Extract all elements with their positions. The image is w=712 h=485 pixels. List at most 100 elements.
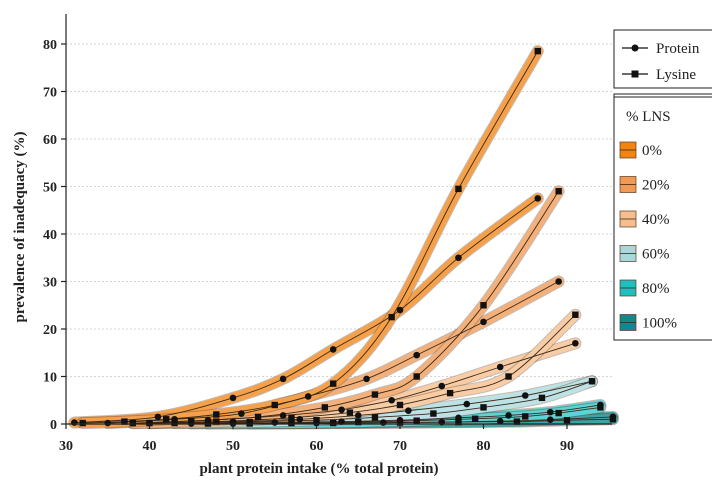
x-tick-label: 40 bbox=[143, 439, 157, 454]
lysine-point bbox=[288, 414, 295, 422]
lysine-point bbox=[480, 404, 487, 411]
protein-point bbox=[338, 418, 345, 425]
fill-legend-title: % LNS bbox=[626, 109, 671, 125]
lysine-point bbox=[563, 417, 571, 424]
protein-point bbox=[279, 375, 287, 383]
protein-point bbox=[363, 375, 370, 383]
tick-labels: 0 10 20 30 40 50 60 70 80 30 40 50 60 70 80 90 bbox=[43, 38, 574, 454]
lysine-point bbox=[597, 404, 604, 411]
x-tick-label: 30 bbox=[59, 439, 73, 454]
marker-legend-box bbox=[613, 29, 712, 89]
protein-point bbox=[496, 417, 504, 425]
protein-point bbox=[547, 416, 554, 424]
lysine-point bbox=[271, 401, 278, 409]
protein-point bbox=[154, 413, 162, 421]
lysine-point bbox=[534, 47, 541, 55]
protein-point bbox=[204, 416, 212, 424]
lysine-point bbox=[609, 416, 617, 423]
protein-point bbox=[388, 396, 395, 404]
y-tick-label: 50 bbox=[43, 181, 57, 196]
protein-point bbox=[480, 318, 487, 326]
lysine-point bbox=[129, 419, 136, 427]
legend-circle-marker bbox=[631, 44, 639, 52]
y-tick-label: 80 bbox=[43, 38, 57, 53]
lysine-point bbox=[388, 313, 395, 321]
x-tick-label: 80 bbox=[477, 439, 491, 454]
protein-point bbox=[413, 351, 421, 359]
legend-series-label: 60% bbox=[642, 247, 670, 263]
lysine-point bbox=[555, 188, 562, 195]
protein-point bbox=[354, 412, 362, 419]
protein-point bbox=[547, 408, 554, 416]
protein-point bbox=[438, 382, 446, 390]
lysine-point bbox=[171, 419, 178, 427]
protein-point bbox=[229, 394, 237, 402]
x-axis-title: plant protein intake (% total protein) bbox=[199, 461, 438, 477]
lysine-point bbox=[588, 378, 596, 385]
protein-point bbox=[505, 412, 512, 419]
fill-legend-box bbox=[613, 93, 712, 341]
lysine-point bbox=[146, 419, 153, 427]
protein-point bbox=[463, 400, 471, 408]
lysine-point bbox=[430, 410, 437, 417]
lysine-point bbox=[396, 401, 404, 409]
lysine-point bbox=[505, 373, 512, 380]
lysine-point bbox=[288, 419, 295, 427]
protein-point bbox=[304, 393, 312, 400]
legend-series-label: 20% bbox=[642, 178, 670, 194]
lysine-point bbox=[413, 417, 420, 424]
lysine-point bbox=[522, 413, 529, 420]
protein-point bbox=[455, 254, 462, 262]
protein-point bbox=[296, 415, 304, 423]
y-tick-label: 60 bbox=[43, 133, 57, 148]
legend-series-label: 100% bbox=[642, 316, 677, 332]
lysine-point bbox=[346, 409, 354, 416]
lysine-point bbox=[480, 302, 487, 309]
protein-point bbox=[455, 414, 462, 422]
lysine-point bbox=[572, 311, 579, 318]
lysine-point bbox=[555, 409, 562, 417]
protein-point bbox=[171, 415, 178, 423]
lysine-point bbox=[371, 391, 379, 398]
lysine-point bbox=[321, 404, 329, 411]
protein-point bbox=[380, 419, 387, 426]
protein-point bbox=[329, 346, 337, 353]
axes bbox=[61, 14, 612, 429]
lysine-point bbox=[355, 418, 362, 426]
protein-point bbox=[521, 392, 529, 399]
protein-point bbox=[572, 339, 579, 347]
protein-point bbox=[238, 410, 245, 417]
y-tick-label: 30 bbox=[43, 276, 57, 291]
protein-point bbox=[71, 419, 78, 426]
lysine-point bbox=[413, 373, 420, 380]
protein-point bbox=[534, 195, 542, 202]
confidence-bands bbox=[68, 45, 619, 430]
lysine-point bbox=[254, 413, 262, 421]
lysine-point bbox=[330, 419, 337, 427]
lysine-point bbox=[330, 380, 337, 387]
lysine-point bbox=[455, 418, 462, 426]
legend-square-marker bbox=[631, 70, 639, 78]
y-tick-label: 70 bbox=[43, 86, 57, 101]
x-tick-label: 50 bbox=[226, 439, 240, 454]
protein-point bbox=[229, 418, 237, 425]
protein-point bbox=[496, 363, 504, 371]
lysine-point bbox=[213, 418, 220, 425]
lysine-point bbox=[79, 419, 86, 427]
y-tick-label: 20 bbox=[43, 323, 57, 338]
y-tick-label: 0 bbox=[50, 418, 57, 433]
lysine-point bbox=[538, 394, 546, 402]
lysine-point bbox=[121, 418, 128, 425]
legend-marker-label: Lysine bbox=[656, 67, 696, 83]
lysine-point bbox=[213, 411, 220, 418]
y-tick-label: 40 bbox=[43, 228, 57, 243]
lysine-point bbox=[446, 389, 454, 397]
lysine-point bbox=[471, 415, 479, 422]
lysine-point bbox=[188, 417, 195, 425]
lysine-point bbox=[371, 414, 379, 421]
x-tick-label: 60 bbox=[310, 439, 324, 454]
x-tick-label: 90 bbox=[560, 439, 574, 454]
lysine-point bbox=[455, 185, 462, 193]
protein-point bbox=[396, 306, 404, 314]
